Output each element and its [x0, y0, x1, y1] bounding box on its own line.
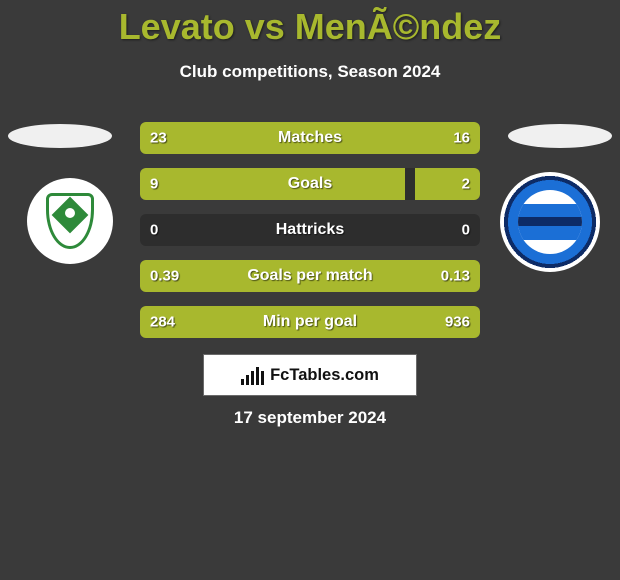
stat-row: 23 Matches 16 — [140, 122, 480, 154]
stat-value-left: 23 — [150, 130, 167, 147]
stat-fill-left — [140, 168, 405, 200]
team-crest-left — [20, 178, 120, 264]
player-photo-slot-left — [8, 124, 112, 148]
stat-label: Goals — [288, 175, 332, 193]
stat-label: Goals per match — [247, 267, 372, 285]
date-label: 17 september 2024 — [0, 408, 620, 428]
stat-fill-right — [415, 168, 480, 200]
stat-value-left: 0.39 — [150, 268, 179, 285]
page-title: Levato vs MenÃ©ndez — [0, 0, 620, 48]
stat-label: Matches — [278, 129, 342, 147]
stats-table: 23 Matches 16 9 Goals 2 0 Hattricks 0 0.… — [140, 122, 480, 338]
stat-value-right: 0 — [462, 222, 470, 239]
stat-value-left: 0 — [150, 222, 158, 239]
brand-bars-icon — [241, 365, 264, 385]
stat-value-left: 9 — [150, 176, 158, 193]
stat-row: 9 Goals 2 — [140, 168, 480, 200]
stat-value-right: 936 — [445, 314, 470, 331]
subtitle: Club competitions, Season 2024 — [0, 62, 620, 82]
brand-text: FcTables.com — [270, 366, 379, 385]
player-photo-slot-right — [508, 124, 612, 148]
stat-row: 0.39 Goals per match 0.13 — [140, 260, 480, 292]
stat-label: Min per goal — [263, 313, 357, 331]
stat-value-left: 284 — [150, 314, 175, 331]
stat-row: 284 Min per goal 936 — [140, 306, 480, 338]
brand-badge[interactable]: FcTables.com — [203, 354, 417, 396]
stat-value-right: 0.13 — [441, 268, 470, 285]
stat-value-right: 16 — [453, 130, 470, 147]
stat-row: 0 Hattricks 0 — [140, 214, 480, 246]
team-crest-right — [500, 178, 600, 264]
stat-value-right: 2 — [462, 176, 470, 193]
stat-label: Hattricks — [276, 221, 344, 239]
